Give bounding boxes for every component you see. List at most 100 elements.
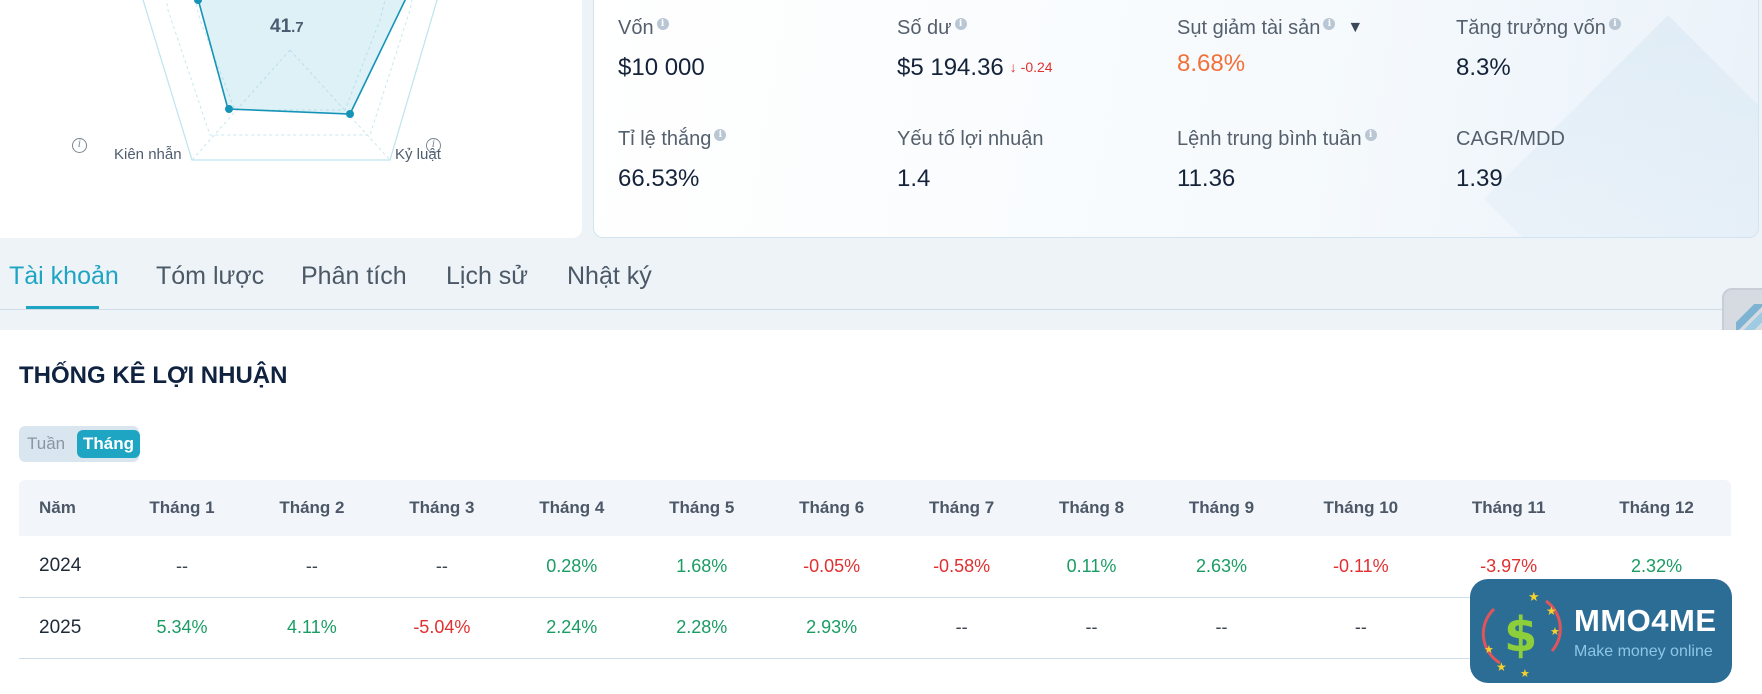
table-header-cell: Tháng 2 [246,480,377,536]
tab-account[interactable]: Tài khoản [9,262,119,290]
stat-value: $10 000 [618,54,705,81]
radar-card: 41.7 i Kiên nhẫn i Kỷ luật [0,0,582,238]
table-header-cell: Tháng 12 [1582,480,1731,536]
stat-label: Yếu tố lợi nhuận [897,128,1044,150]
svg-text:★: ★ [1520,668,1530,680]
info-icon[interactable]: i [72,138,87,153]
svg-text:★: ★ [1546,604,1557,618]
stat-value: 66.53% [618,165,700,192]
svg-text:★: ★ [1484,644,1494,656]
info-icon[interactable]: i [714,129,727,142]
month-profit-cell: 2.28% [636,597,767,659]
radar-data-area [197,0,407,115]
tab-journal[interactable]: Nhật ký [567,262,652,290]
stat-capital: Vốn i $10 000 [618,17,888,82]
radar-axis-label-discipline: Kỷ luật [395,146,441,163]
account-stats-card: Vốn i $10 000 Số dư i $5 194.36 ↓ -0.24 Sụt… [593,0,1759,238]
stat-value: 8.3% [1456,54,1511,81]
stat-label: CAGR/MDD [1456,128,1565,150]
stat-capital-growth: Tăng trưởng vốn i 8.3% [1456,17,1726,82]
radar-chart [142,0,438,161]
month-profit-cell: -- [896,597,1027,659]
radar-point-left [225,105,233,113]
radar-point-top [194,0,202,4]
month-profit-cell: -0.58% [896,536,1027,598]
dollar-coin-icon: $ ★ ★ ★ ★ ★ ★ [1481,589,1562,680]
stat-label: Vốn [618,17,654,39]
stat-profit-factor: Yếu tố lợi nhuận 1.4 [897,128,1167,193]
table-header-cell: Tháng 7 [896,480,1027,536]
caret-down-icon[interactable]: ▼ [1347,19,1364,36]
tab-analysis[interactable]: Phân tích [301,262,407,290]
stat-value: $5 194.36 [897,54,1004,81]
radar-axis-label-patience: Kiên nhẫn [114,146,182,163]
table-header-cell: Tháng 4 [506,480,637,536]
radar-center-value: 41.7 [270,16,304,37]
stat-label: Số dư [897,17,952,39]
tab-history[interactable]: Lịch sử [446,262,529,290]
stat-value: 11.36 [1177,165,1236,192]
year-cell: 2025 [19,597,117,659]
month-profit-cell: -- [1286,597,1436,659]
info-icon[interactable]: i [1323,18,1336,31]
watermark-logo: $ ★ ★ ★ ★ ★ ★ MMO4ME Make money online [1470,579,1732,683]
svg-text:★: ★ [1528,589,1540,604]
month-profit-cell: -0.11% [1286,536,1436,598]
stat-value: 1.4 [897,165,931,192]
stat-win-rate: Tỉ lệ thắng i 66.53% [618,128,888,193]
stat-drawdown: Sụt giảm tài sản i ▼ 8.68% [1177,17,1447,78]
month-profit-cell: -0.05% [766,536,897,598]
radar-axis-left [191,49,291,161]
month-profit-cell: -- [246,536,377,598]
arrow-down-icon: ↓ [1009,59,1017,75]
info-icon[interactable]: i [954,18,967,31]
month-profit-cell: 2.24% [506,597,637,659]
toggle-month[interactable]: Tháng [77,430,140,458]
table-header-cell: Tháng 10 [1286,480,1436,536]
balance-delta: ↓ -0.24 [1009,59,1053,75]
stat-balance: Số dư i $5 194.36 ↓ -0.24 [897,17,1167,82]
tab-summary[interactable]: Tóm lược [156,262,265,290]
table-header-cell: Tháng 3 [376,480,507,536]
radar-grid-ring-1 [165,0,413,136]
radar-point-right [346,110,354,118]
info-icon[interactable]: i [1364,129,1377,142]
table-header-cell: Tháng 9 [1156,480,1287,536]
watermark-name: MMO4ME [1574,603,1717,638]
stat-label: Lệnh trung bình tuần [1177,128,1362,150]
year-cell: 2024 [19,536,117,598]
table-row: 2024 -- -- -- 0.28% 1.68% -0.05% -0.58% 0.11% 2.6… [19,536,1731,598]
info-icon[interactable]: i [1608,18,1621,31]
month-profit-cell: 1.68% [636,536,767,598]
radar-grid-outer [142,0,438,161]
stat-cagr-mdd: CAGR/MDD 1.39 [1456,128,1726,193]
table-header-cell: Tháng 5 [636,480,767,536]
month-profit-cell: 5.34% [117,597,247,659]
svg-text:★: ★ [1550,626,1560,638]
month-profit-cell: -- [1156,597,1287,659]
table-header-cell: Tháng 8 [1026,480,1157,536]
svg-text:$: $ [1504,607,1537,663]
month-profit-cell: 2.63% [1156,536,1287,598]
info-icon[interactable]: i [656,18,669,31]
stat-label: Tỉ lệ thắng [618,128,712,150]
info-icon[interactable]: i [426,138,441,153]
radar-axis-right [289,49,391,161]
table-header-cell: Năm [19,480,117,536]
toggle-week[interactable]: Tuần [27,434,66,453]
month-profit-cell: -- [1026,597,1157,659]
month-profit-cell: 0.11% [1026,536,1157,598]
table-header-cell: Tháng 6 [766,480,897,536]
month-profit-cell: 0.28% [506,536,637,598]
stat-avg-weekly-trades: Lệnh trung bình tuần i 11.36 [1177,128,1447,193]
table-header-row: Năm Tháng 1 Tháng 2 Tháng 3 Tháng 4 Tháng 5 Th… [19,480,1731,536]
radar-grid-ring-2 [194,0,386,111]
month-profit-cell: -- [117,536,247,598]
section-title: THỐNG KÊ LỢI NHUẬN [19,362,288,389]
month-profit-cell: -5.04% [376,597,507,659]
month-profit-cell: 4.11% [246,597,377,659]
month-profit-cell: 2.93% [766,597,897,659]
table-header-cell: Tháng 1 [117,480,247,536]
stat-label: Sụt giảm tài sản [1177,17,1321,39]
watermark-tagline: Make money online [1574,643,1713,660]
